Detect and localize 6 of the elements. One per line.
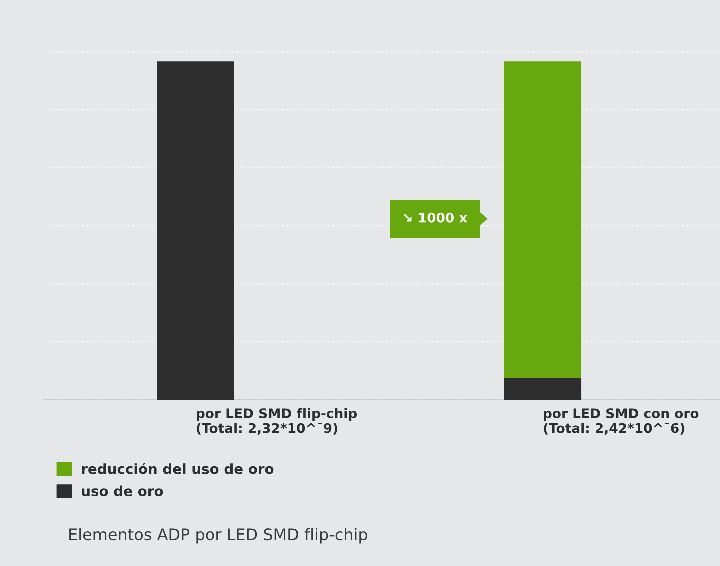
- annotation: ↘ 1000 x: [404, 212, 468, 223]
- x-tick-label: por LED SMD flip-chip (Total: 2,32*10^¯9): [197, 408, 358, 436]
- legend-label: uso de oro: [82, 486, 164, 497]
- text: Elementos ADP por LED SMD flip-chip: [70, 528, 368, 544]
- x-tick-label: por LED SMD con oro (Total: 2,42*10^¯6): [544, 408, 699, 436]
- legend-label: reducción del uso de oro: [82, 463, 274, 474]
